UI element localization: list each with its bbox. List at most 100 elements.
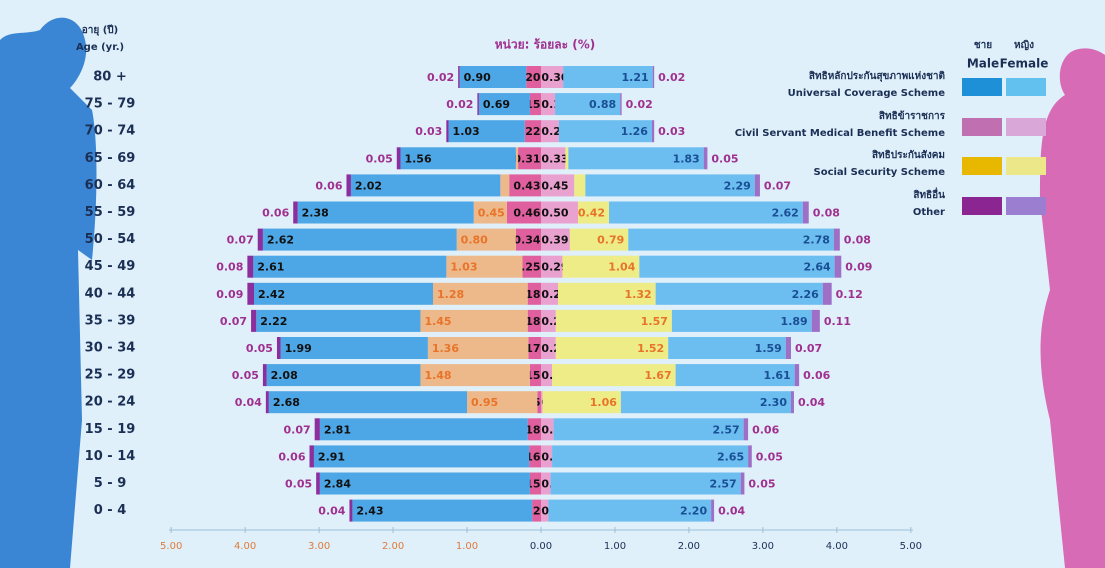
- bar-other: [247, 282, 255, 305]
- bar-ucs: [671, 309, 812, 332]
- value-label: 1.59: [755, 342, 782, 355]
- x-tick-label: 3.00: [308, 541, 330, 552]
- bar-other: [794, 364, 800, 387]
- bar-civil: [541, 174, 575, 197]
- bar-other: [251, 309, 257, 332]
- bar-ucs: [585, 174, 755, 197]
- bar-civil: [541, 93, 556, 116]
- value-label: 0.07: [220, 315, 247, 328]
- value-label: 0.95: [471, 396, 498, 409]
- value-label: 0.06: [262, 207, 289, 220]
- category-label: 25 - 29: [85, 368, 136, 383]
- value-label: 1.26: [621, 125, 648, 138]
- y-axis-title-th: อายุ (ปี): [82, 24, 118, 36]
- bar-social: [420, 364, 530, 387]
- bar-social: [558, 282, 656, 305]
- category-label: 35 - 39: [85, 313, 136, 328]
- bar-civil: [541, 445, 553, 468]
- x-tick-label: 2.00: [678, 541, 700, 552]
- value-label: 0.88: [589, 98, 616, 111]
- bar-ucs: [297, 201, 474, 224]
- bar-civil: [522, 255, 541, 278]
- bar-ucs: [253, 255, 447, 278]
- bar-social: [446, 255, 523, 278]
- value-label: 2.29: [724, 179, 751, 192]
- bar-civil: [541, 147, 566, 170]
- bar-civil: [541, 337, 556, 359]
- value-label: 0.02: [658, 71, 685, 84]
- value-label: 0.09: [845, 261, 872, 274]
- value-label: 2.62: [772, 207, 799, 220]
- bar-social: [473, 201, 507, 224]
- value-label: 1.48: [424, 369, 451, 382]
- x-tick-label: 1.00: [604, 541, 626, 552]
- legend-header: ชาย: [974, 40, 992, 51]
- bar-ucs: [268, 391, 468, 414]
- bar-ucs: [478, 93, 530, 116]
- value-label: 2.57: [713, 423, 740, 436]
- value-label: 1.21: [622, 71, 649, 84]
- bar-ucs: [400, 147, 516, 170]
- value-label: 1.03: [453, 125, 480, 138]
- value-label: 0.04: [318, 505, 345, 518]
- value-label: 0.79: [597, 234, 624, 247]
- bar-civil: [541, 228, 570, 251]
- category-label: 30 - 34: [85, 341, 136, 356]
- value-label: 0.09: [216, 288, 243, 301]
- x-tick-label: 5.00: [160, 541, 182, 552]
- bar-social: [542, 391, 621, 414]
- value-label: 0.05: [748, 478, 775, 491]
- bar-social: [427, 337, 529, 359]
- bar-other: [711, 499, 715, 522]
- bar-other: [396, 147, 401, 170]
- value-label: 0.05: [756, 450, 783, 463]
- bar-civil: [529, 445, 541, 468]
- category-label: 0 - 4: [94, 503, 127, 518]
- value-label: 0.02: [626, 98, 653, 111]
- bar-ucs: [620, 391, 791, 414]
- legend-label: Social Security Scheme: [814, 167, 946, 178]
- legend-swatch: [962, 197, 1002, 215]
- value-label: 2.43: [356, 505, 383, 518]
- value-label: 1.04: [608, 261, 635, 274]
- bar-ucs: [262, 228, 457, 251]
- category-label: 55 - 59: [85, 205, 136, 220]
- value-label: 2.30: [760, 396, 787, 409]
- value-label: 1.99: [285, 342, 312, 355]
- x-tick-label: 0.00: [530, 541, 552, 552]
- bar-social: [565, 147, 569, 170]
- bar-other: [276, 337, 281, 359]
- bar-ucs: [319, 418, 528, 441]
- bar-civil: [541, 282, 559, 305]
- value-label: 2.42: [258, 288, 285, 301]
- bar-other: [314, 418, 320, 441]
- value-label: 0.43: [513, 179, 540, 192]
- value-label: 1.67: [644, 369, 671, 382]
- legend-label: Civil Servant Medical Benefit Scheme: [735, 128, 946, 139]
- x-tick-label: 4.00: [234, 541, 256, 552]
- value-label: 0.06: [803, 369, 830, 382]
- value-label: 0.05: [246, 342, 273, 355]
- bar-civil: [506, 201, 541, 224]
- value-label: 2.91: [318, 450, 345, 463]
- value-label: 0.39: [541, 234, 568, 247]
- x-tick-label: 4.00: [826, 541, 848, 552]
- bar-ucs: [352, 499, 533, 522]
- bar-ucs: [448, 120, 525, 143]
- value-label: 0.29: [541, 261, 568, 274]
- value-label: 2.20: [680, 505, 707, 518]
- legend-label-th: สิทธิประกันสังคม: [872, 149, 945, 161]
- bar-ucs: [256, 309, 421, 332]
- bar-civil: [541, 255, 563, 278]
- bar-ucs: [550, 472, 741, 495]
- bar-other: [477, 93, 479, 116]
- category-label: 45 - 49: [85, 259, 136, 274]
- bar-social: [555, 337, 669, 359]
- bar-other: [703, 147, 708, 170]
- value-label: 0.05: [232, 369, 259, 382]
- value-label: 2.61: [257, 261, 284, 274]
- bar-civil: [541, 391, 543, 414]
- value-label: 0.08: [216, 261, 243, 274]
- value-label: 1.06: [590, 396, 617, 409]
- bar-social: [420, 309, 528, 332]
